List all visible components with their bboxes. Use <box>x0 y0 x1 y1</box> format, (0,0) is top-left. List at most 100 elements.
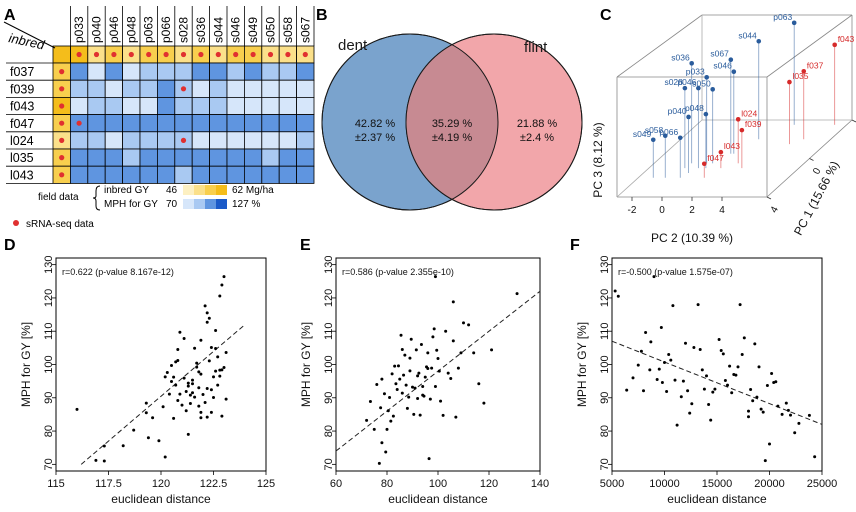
x-tick-label: 20000 <box>754 478 785 490</box>
data-point <box>222 365 226 369</box>
srna-marker <box>233 51 239 58</box>
data-point <box>433 275 437 279</box>
data-point <box>732 372 736 376</box>
data-point <box>423 375 427 379</box>
data-point <box>681 379 685 383</box>
srna-marker <box>59 86 65 92</box>
data-point <box>639 349 643 353</box>
heatmap-cell <box>243 131 263 150</box>
data-point <box>797 421 801 425</box>
data-point <box>178 330 182 334</box>
pca-point <box>756 38 762 44</box>
pca-point-label: s046 <box>713 61 732 71</box>
heatmap-cell <box>139 165 158 184</box>
data-point <box>399 333 403 337</box>
data-point <box>761 410 765 414</box>
y-tick-label: 90 <box>43 392 55 404</box>
heatmap-cell <box>139 62 158 81</box>
srna-marker <box>180 51 187 58</box>
pca-point <box>686 114 691 120</box>
heatmap-cell <box>156 79 176 98</box>
data-point <box>665 389 669 393</box>
heatmap-cell <box>261 165 280 184</box>
data-point <box>220 368 224 372</box>
heatmap-cell <box>174 148 193 167</box>
heatmap-cell <box>226 114 245 133</box>
pca-point-label: f039 <box>745 119 762 129</box>
x-tick-label: 15000 <box>702 478 733 490</box>
data-point <box>197 370 201 374</box>
data-point <box>711 390 715 394</box>
data-point <box>451 300 455 304</box>
heatmap-cell <box>226 79 245 98</box>
data-point <box>751 399 755 403</box>
data-point <box>774 380 778 384</box>
heatmap-cell <box>104 165 123 184</box>
heatmap-cell <box>226 97 245 116</box>
data-point <box>224 397 228 401</box>
panel-letter-c: C <box>600 7 612 24</box>
heatmap-cell <box>87 79 106 98</box>
legend-inbred-swatch-3 <box>205 185 216 195</box>
heatmap-column-label: s067 <box>298 17 312 43</box>
data-point <box>94 458 98 462</box>
pca-point <box>703 111 709 117</box>
pca-xlabel: PC 2 (10.39 %) <box>651 231 733 245</box>
pca-point <box>677 135 683 141</box>
pca-ylabel: PC 3 (8.12 %) <box>591 122 605 197</box>
data-point <box>421 393 425 397</box>
pca-point-label: p040 <box>668 106 687 116</box>
data-point <box>174 383 178 387</box>
legend-mph-max: 127 % <box>232 199 260 210</box>
heatmap-column-label: s046 <box>229 17 243 43</box>
heatmap-column-label: s036 <box>194 17 208 43</box>
legend-inbred-swatch-4 <box>216 185 227 195</box>
data-point <box>667 353 671 357</box>
data-point <box>786 408 790 412</box>
trend-line <box>611 340 823 425</box>
heatmap-cell <box>174 114 193 133</box>
pca-tick-label: -2 <box>628 205 637 216</box>
heatmap-row-label: l024 <box>10 134 34 148</box>
data-point <box>184 409 188 413</box>
data-point <box>372 427 376 431</box>
data-point <box>163 455 167 459</box>
srna-marker <box>59 69 65 75</box>
pca-tick-label: 0 <box>659 205 665 216</box>
heatmap-cell <box>139 114 158 133</box>
data-point <box>660 380 664 384</box>
heatmap-cell <box>261 97 280 116</box>
heatmap-cell <box>122 148 141 167</box>
data-point <box>405 406 409 410</box>
heatmap-panel: p033 p040 p046 p048 p063 p066 s028 s036 s044 s046… <box>6 6 315 184</box>
heatmap-column-label: s049 <box>246 17 260 43</box>
data-point <box>776 404 780 408</box>
y-tick-label: 120 <box>599 289 611 307</box>
pca-tick <box>851 119 856 123</box>
heatmap-cell <box>191 79 210 98</box>
srna-marker <box>302 51 308 58</box>
data-point <box>765 383 769 387</box>
scatter-panel-f: 5000 10000 15000 20000 25000 70 80 90 100 110 120 1… <box>575 255 837 506</box>
data-point <box>408 356 412 360</box>
data-point <box>413 386 417 390</box>
data-point <box>216 383 220 387</box>
legend-mph-label: MPH for GY <box>104 199 158 210</box>
data-point <box>416 374 420 378</box>
data-point <box>144 401 148 405</box>
pca-point-label: p066 <box>659 127 678 137</box>
data-point <box>193 346 197 350</box>
y-tick-label: 130 <box>599 255 611 273</box>
pca-point-label: f043 <box>838 34 855 44</box>
data-point <box>197 386 201 390</box>
pca-point-label: s028 <box>664 77 683 87</box>
data-point <box>146 436 150 440</box>
heatmap-cell <box>209 97 228 116</box>
pca-tick-label: 4 <box>769 204 782 214</box>
pca-point-label: p048 <box>685 103 704 113</box>
data-point <box>671 304 675 308</box>
data-point <box>216 355 220 359</box>
data-point <box>186 384 190 388</box>
data-point <box>172 416 176 420</box>
